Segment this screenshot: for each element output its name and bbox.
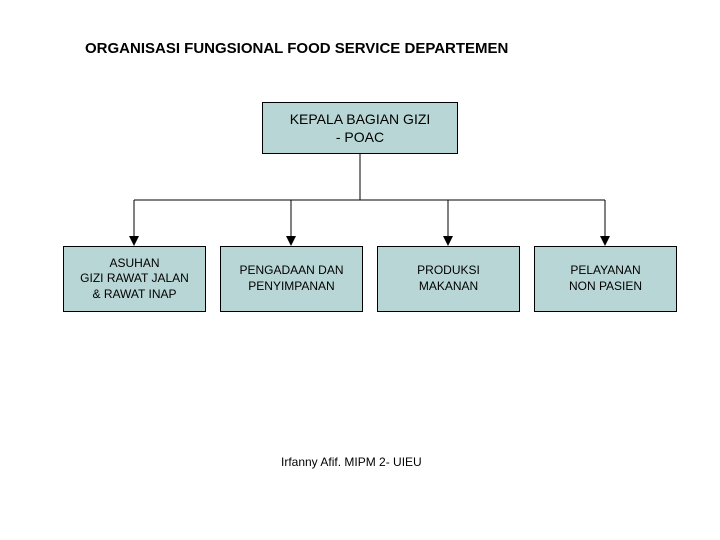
node-n4: PELAYANAN NON PASIEN [534,246,677,312]
footer-credit: Irfanny Afif. MIPM 2- UIEU [281,455,422,469]
node-n2: PENGADAAN DAN PENYIMPANAN [220,246,363,312]
node-root: KEPALA BAGIAN GIZI - POAC [262,102,458,154]
node-n1: ASUHAN GIZI RAWAT JALAN & RAWAT INAP [63,246,206,312]
node-n3: PRODUKSI MAKANAN [377,246,520,312]
page-title: ORGANISASI FUNGSIONAL FOOD SERVICE DEPAR… [85,40,508,57]
